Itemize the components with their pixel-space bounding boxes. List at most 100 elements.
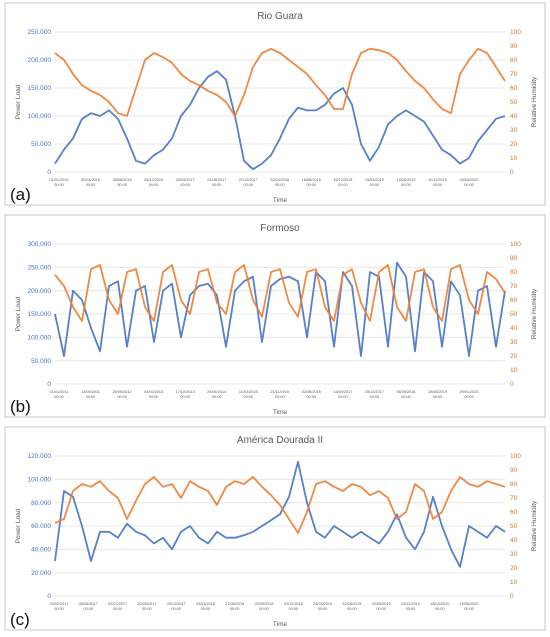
y2-tick-label: 60	[510, 297, 518, 304]
x-tick-label: 30/04/2016 00:00	[81, 178, 100, 187]
x-tick-label: 02/08/2016 00:00	[302, 390, 321, 399]
series-line-relative-humidity	[54, 47, 506, 117]
x-tick-label: 14/04/2017 00:00	[333, 390, 352, 399]
y-axis-label: Power Load	[15, 296, 22, 331]
x-tick-label: 01/01/2011 00:00	[50, 390, 69, 399]
y2-axis-label: Relative Humidity	[531, 500, 538, 551]
x-axis-label: Time	[273, 409, 288, 416]
y2-tick-label: 80	[510, 57, 518, 64]
x-tick-label: 20/04/2018 00:00	[270, 178, 289, 187]
y2-tick-label: 0	[510, 381, 514, 388]
y-tick-label: 60.000	[31, 523, 51, 530]
chart-title: América Dourada II	[237, 435, 323, 446]
x-tick-label: 01/01/2016 00:00	[49, 178, 68, 187]
y-tick-label: 50.000	[31, 358, 51, 365]
x-tick-label: 13/09/2011 00:00	[81, 390, 100, 399]
series-line-relative-humidity	[54, 264, 506, 322]
chart-formoso: Formoso 0 50.000 100.000 150.000 200.000 250.0…	[4, 214, 546, 418]
y-tick-label: 200.000	[28, 288, 52, 295]
x-tick-label: 29/03/2018 00:00	[196, 602, 215, 611]
chart-frame	[4, 214, 546, 418]
y-axis-label: Power Load	[15, 84, 22, 119]
y-tick-label: 120.000	[28, 453, 52, 460]
x-tick-label: 24/03/2019 00:00	[313, 602, 332, 611]
y-tick-label: 150.000	[28, 311, 52, 318]
y2-tick-label: 40	[510, 537, 518, 544]
y2-tick-label: 80	[510, 481, 518, 488]
y2-tick-label: 40	[510, 113, 518, 120]
x-tick-label: 02/07/2017 00:00	[108, 602, 127, 611]
panel-label: (b)	[10, 397, 31, 416]
x-axis-label: Time	[273, 621, 288, 628]
y2-tick-label: 20	[510, 353, 518, 360]
y-tick-label: 300.000	[28, 241, 52, 248]
y-tick-label: 100.000	[28, 113, 52, 120]
y2-tick-label: 60	[510, 509, 518, 516]
y-tick-label: 100.000	[28, 335, 52, 342]
chart-title: Rio Guara	[257, 11, 303, 22]
x-tick-label: 17/10/2013 00:00	[176, 390, 195, 399]
x-tick-label: 11/12/2019 00:00	[428, 178, 447, 187]
y2-tick-label: 20	[510, 565, 518, 572]
x-tick-label: 24/12/2018 00:00	[284, 602, 303, 611]
x-tick-label: 26/12/2016 00:00	[144, 178, 163, 187]
y2-tick-label: 0	[510, 169, 514, 176]
y2-tick-label: 100	[510, 241, 521, 248]
y-tick-label: 50.000	[31, 141, 51, 148]
x-tick-label: 25/12/2017 00:00	[365, 390, 384, 399]
y2-tick-label: 20	[510, 141, 518, 148]
y2-axis-label: Relative Humidity	[531, 288, 538, 339]
chart-frame	[4, 2, 546, 206]
x-tick-label: 25/09/2018 00:00	[254, 602, 273, 611]
y-tick-label: 0	[47, 381, 51, 388]
x-tick-label: 21/12/2017 00:00	[239, 178, 258, 187]
x-tick-label: 23/08/2017 00:00	[207, 178, 226, 187]
y-tick-label: 250.000	[28, 29, 52, 36]
y-tick-label: 0	[47, 169, 51, 176]
y-tick-label: 100.000	[28, 477, 52, 484]
y2-tick-label: 100	[510, 29, 521, 36]
y2-tick-label: 50	[510, 311, 518, 318]
chart-panel-a: Rio Guara 0 50.000 100.000 150.000 200.000 250…	[0, 0, 550, 212]
x-tick-label: 22/06/2019 00:00	[342, 602, 361, 611]
chart-rio-guara: Rio Guara 0 50.000 100.000 150.000 200.000 250…	[4, 2, 546, 206]
y2-tick-label: 70	[510, 71, 518, 78]
y2-tick-label: 0	[510, 593, 514, 600]
y2-tick-label: 90	[510, 43, 518, 50]
y-tick-label: 40.000	[31, 547, 51, 554]
x-tick-label: 30/09/2017 00:00	[137, 602, 156, 611]
y2-tick-label: 80	[510, 269, 518, 276]
x-tick-label: 15/04/2019 00:00	[365, 178, 384, 187]
y-tick-label: 200.000	[28, 57, 52, 64]
y2-tick-label: 60	[510, 85, 518, 92]
x-tick-label: 04/02/2013 00:00	[144, 390, 163, 399]
x-tick-label: 11/03/2015 00:00	[239, 390, 258, 399]
x-tick-label: 21/11/2015 00:00	[270, 390, 289, 399]
y2-tick-label: 50	[510, 523, 518, 530]
x-tick-label: 18/03/2020 00:00	[430, 602, 449, 611]
y-axis-label: Power Load	[15, 508, 22, 543]
y2-tick-label: 30	[510, 339, 518, 346]
x-tick-label: 29/12/2017 00:00	[167, 602, 186, 611]
x-tick-label: 20/09/2019 00:00	[372, 602, 391, 611]
x-tick-label: 27/06/2018 00:00	[225, 602, 244, 611]
y2-tick-label: 70	[510, 495, 518, 502]
y-tick-label: 150.000	[28, 85, 52, 92]
y2-tick-label: 10	[510, 579, 518, 586]
y2-tick-label: 30	[510, 551, 518, 558]
x-tick-label: 25/04/2017 00:00	[176, 178, 195, 187]
panel-label: (c)	[10, 610, 30, 629]
x-tick-label: 29/06/2014 00:00	[207, 390, 226, 399]
x-tick-label: 06/06/2017 00:00	[79, 602, 98, 611]
y2-axis-label: Relative Humidity	[531, 76, 538, 127]
y-tick-label: 80.000	[31, 500, 51, 507]
y-tick-label: 20.000	[31, 570, 51, 577]
chart-panel-b: Formoso 0 50.000 100.000 150.000 200.000 250.0…	[0, 212, 550, 424]
panel-label: (a)	[10, 185, 31, 204]
x-tick-label: 29/01/2020 00:00	[459, 390, 478, 399]
y2-tick-label: 90	[510, 255, 518, 262]
x-tick-label: 19/05/2019 00:00	[428, 390, 447, 399]
y2-tick-label: 100	[510, 453, 521, 460]
x-tick-label: 13/08/2019 00:00	[396, 178, 415, 187]
y2-tick-label: 30	[510, 127, 518, 134]
